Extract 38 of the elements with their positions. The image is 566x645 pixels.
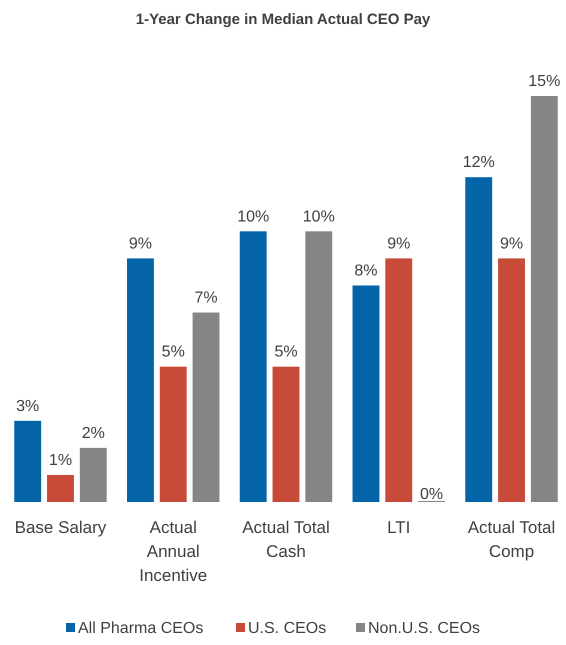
legend-label: All Pharma CEOs [78,620,204,637]
x-tick-label: Actual Annual Incentive [139,518,208,585]
data-label: 5% [162,344,185,361]
bar [305,231,332,502]
data-label: 1% [48,452,72,469]
legend-label: U.S. CEOs [248,620,326,637]
bar [385,258,412,502]
bar [127,258,154,502]
data-label: 12% [462,154,495,172]
x-tick-label: Actual Total Cash [242,518,330,561]
bar [160,366,187,502]
bar [14,420,42,502]
x-tick-label: LTI [387,518,410,537]
data-label: 7% [194,290,218,307]
data-label: 10% [237,208,270,226]
data-label: 9% [387,235,410,252]
chart-title: 1-Year Change in Median Actual CEO Pay [136,11,431,28]
bar [240,231,267,502]
bar [498,258,525,502]
x-tick-label: Base Salary [14,518,107,537]
bar [530,96,558,502]
data-label: 9% [128,235,152,252]
bar [272,366,300,502]
bar [465,177,492,502]
data-label: 3% [16,398,40,415]
legend-label: Non.U.S. CEOs [368,620,480,637]
data-label: 0% [420,486,444,503]
bar [192,312,220,502]
data-label: 5% [274,344,298,361]
bar [352,285,380,502]
data-label: 9% [500,235,524,252]
data-label: 10% [302,208,335,226]
data-label: 2% [82,424,105,442]
x-tick-label: Actual Total Comp [468,518,556,561]
bar [47,474,74,502]
data-label: 8% [354,262,378,280]
bar [80,448,107,502]
data-label: 15% [528,73,560,90]
